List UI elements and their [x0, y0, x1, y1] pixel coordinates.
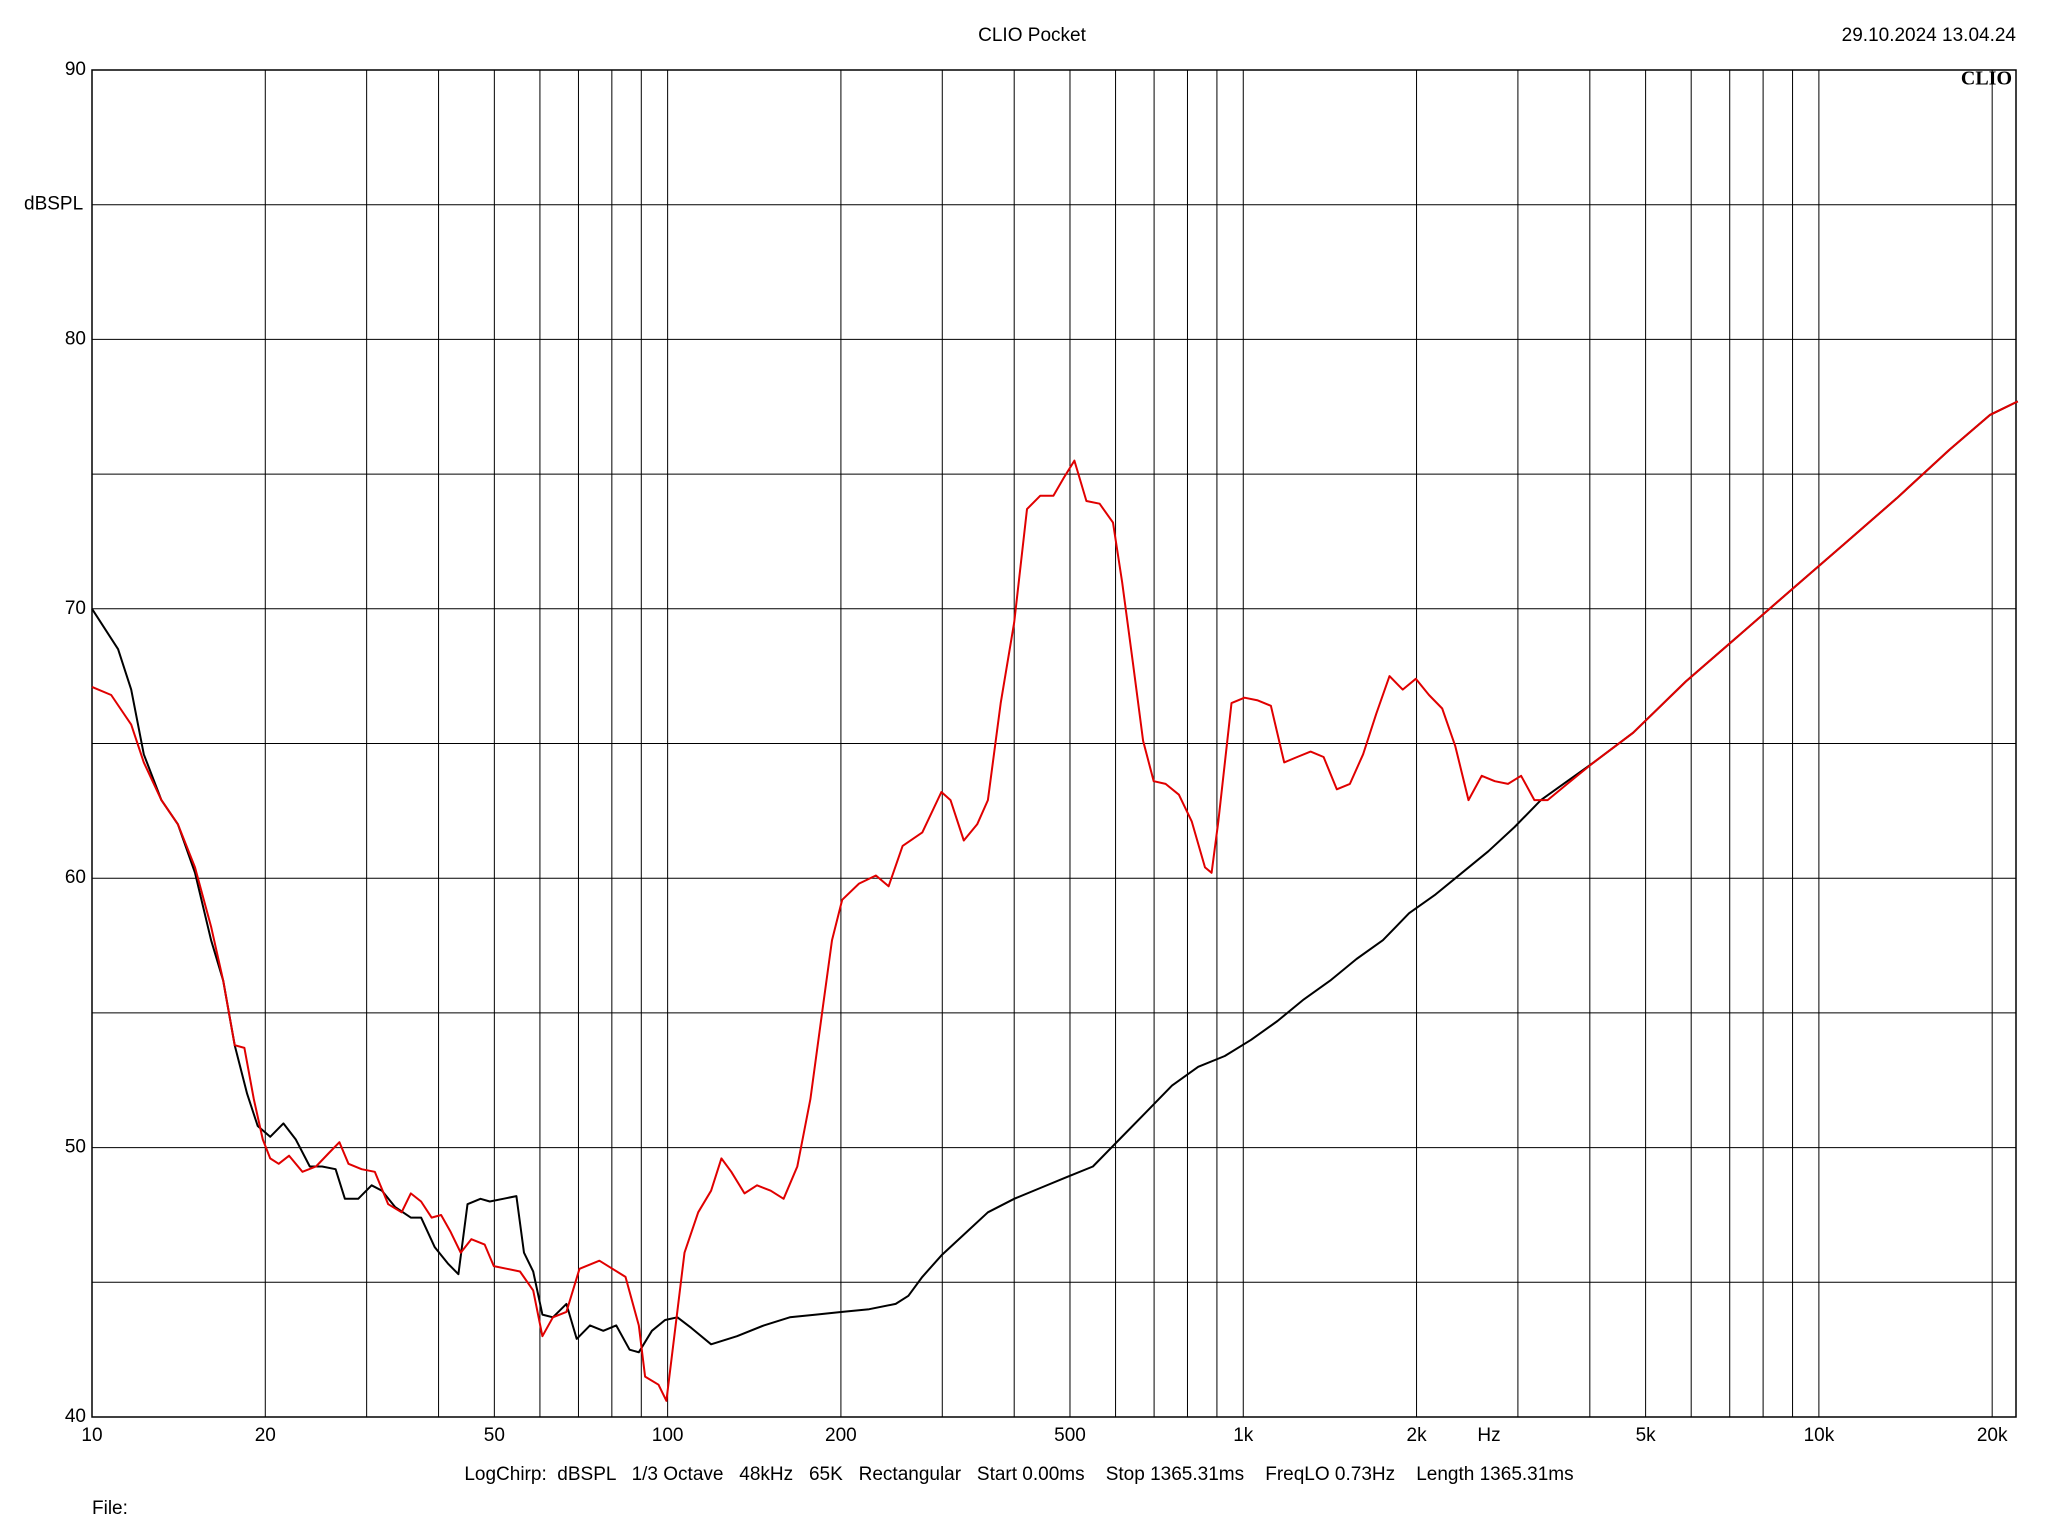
x-tick-label: 20 [255, 1425, 276, 1446]
y-tick-label: 60 [65, 867, 86, 888]
footer: LogChirp: dBSPL 1/3 Octave 48kHz 65K Rec… [464, 1464, 1573, 1485]
plot-frame [91, 69, 2017, 1418]
x-tick-label: 100 [652, 1425, 684, 1446]
chart-title: CLIO Pocket [978, 25, 1086, 46]
x-axis-label: Hz [1477, 1425, 1500, 1446]
x-tick-label: 500 [1054, 1425, 1086, 1446]
x-tick-label: 10k [1804, 1425, 1835, 1446]
series-line [91, 400, 2019, 1402]
y-tick-label: 50 [65, 1137, 86, 1158]
file-label: File: [92, 1498, 128, 1519]
logo: CLIO [1961, 68, 2012, 90]
x-tick-label: 1k [1233, 1425, 1254, 1446]
y-tick-label: 80 [65, 328, 86, 349]
x-tick-label: 20k [1977, 1425, 2008, 1446]
x-tick-label: 200 [825, 1425, 857, 1446]
y-axis-label: dBSPL [24, 194, 83, 215]
x-tick-label: 2k [1407, 1425, 1428, 1446]
y-tick-label: 90 [65, 59, 86, 80]
x-tick-label: 5k [1636, 1425, 1657, 1446]
y-tick-label: 70 [65, 598, 86, 619]
x-tick-label: 10 [81, 1425, 102, 1446]
x-tick-label: 50 [484, 1425, 505, 1446]
plot [91, 400, 2019, 1402]
grid [91, 69, 2017, 1418]
date: 29.10.2024 13.04.24 [1842, 25, 2017, 46]
y-tick-label: 40 [65, 1406, 86, 1427]
